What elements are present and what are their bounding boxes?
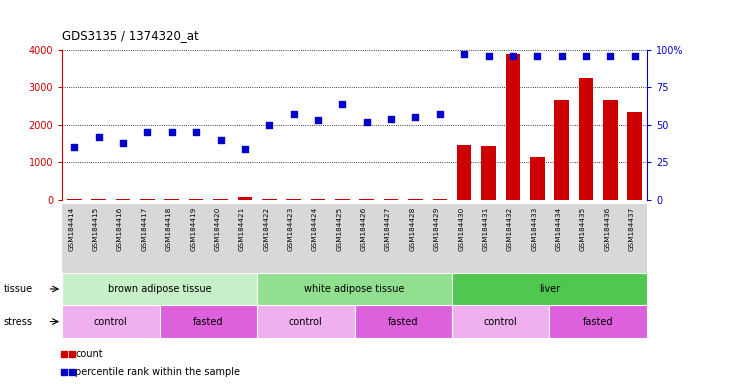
Bar [627,113,642,200]
Text: GSM184436: GSM184436 [605,207,610,251]
Bar [554,101,569,200]
Point [409,114,421,120]
Point [215,137,227,143]
Bar [355,305,452,338]
Bar [452,305,550,338]
Text: GSM184430: GSM184430 [458,207,464,251]
Text: GSM184429: GSM184429 [433,207,440,251]
Text: GSM184417: GSM184417 [141,207,148,251]
Point [507,53,519,59]
Text: tissue: tissue [4,284,33,294]
Point [69,144,80,150]
Point [458,51,470,58]
Point [93,134,105,140]
Bar [452,273,647,305]
Point [482,53,494,59]
Text: GSM184427: GSM184427 [385,207,391,251]
Text: percentile rank within the sample: percentile rank within the sample [75,367,240,377]
Bar [115,199,130,200]
Bar [360,199,374,200]
Text: control: control [94,316,128,327]
Bar [257,305,355,338]
Bar [579,78,594,200]
Text: GSM184435: GSM184435 [580,207,586,251]
Text: GSM184426: GSM184426 [360,207,367,251]
Point [361,119,373,125]
Text: GSM184420: GSM184420 [214,207,221,251]
Text: liver: liver [539,284,560,294]
Bar [550,305,647,338]
Text: GSM184433: GSM184433 [531,207,537,251]
Bar [91,199,106,200]
Bar [530,157,545,200]
Point [605,53,616,59]
Bar [159,305,257,338]
Point [580,53,592,59]
Bar [140,199,155,200]
Text: GSM184418: GSM184418 [166,207,172,251]
Text: GSM184432: GSM184432 [507,207,513,251]
Bar [213,199,228,200]
Point [288,111,300,118]
Text: GSM184423: GSM184423 [287,207,294,251]
Text: fasted: fasted [583,316,613,327]
Text: GSM184431: GSM184431 [482,207,488,251]
Text: GDS3135 / 1374320_at: GDS3135 / 1374320_at [62,29,199,42]
Bar [433,199,447,200]
Bar [506,54,520,200]
Point [263,122,275,128]
Bar [287,199,301,200]
Bar [238,197,252,200]
Text: GSM184425: GSM184425 [336,207,342,251]
Bar [384,199,398,200]
Point [336,101,348,107]
Text: stress: stress [4,316,33,327]
Bar [408,199,423,200]
Text: GSM184434: GSM184434 [556,207,561,251]
Bar [457,146,471,200]
Point [531,53,543,59]
Text: GSM184419: GSM184419 [190,207,196,251]
Text: count: count [75,349,103,359]
Bar [189,199,203,200]
Bar [67,199,82,200]
Text: control: control [289,316,322,327]
Text: GSM184415: GSM184415 [93,207,99,251]
Text: white adipose tissue: white adipose tissue [304,284,405,294]
Text: GSM184421: GSM184421 [239,207,245,251]
Bar [262,199,276,200]
Text: fasted: fasted [388,316,419,327]
Bar [603,101,618,200]
Text: GSM184428: GSM184428 [409,207,415,251]
Point [556,53,567,59]
Text: brown adipose tissue: brown adipose tissue [107,284,211,294]
Bar [257,273,452,305]
Point [142,129,154,135]
Point [385,116,397,122]
Text: control: control [484,316,518,327]
Point [190,129,202,135]
Text: GSM184416: GSM184416 [117,207,123,251]
Bar [62,273,257,305]
Point [166,129,178,135]
Text: fasted: fasted [193,316,224,327]
Point [312,117,324,123]
Bar [62,305,159,338]
Bar [335,199,349,200]
Bar [481,146,496,200]
Point [239,146,251,152]
Point [117,140,129,146]
Text: GSM184437: GSM184437 [629,207,635,251]
Bar [164,199,179,200]
Text: GSM184414: GSM184414 [68,207,75,251]
Text: GSM184424: GSM184424 [312,207,318,251]
Point [629,53,640,59]
Text: GSM184422: GSM184422 [263,207,269,251]
Bar [311,199,325,200]
Point [434,111,446,118]
